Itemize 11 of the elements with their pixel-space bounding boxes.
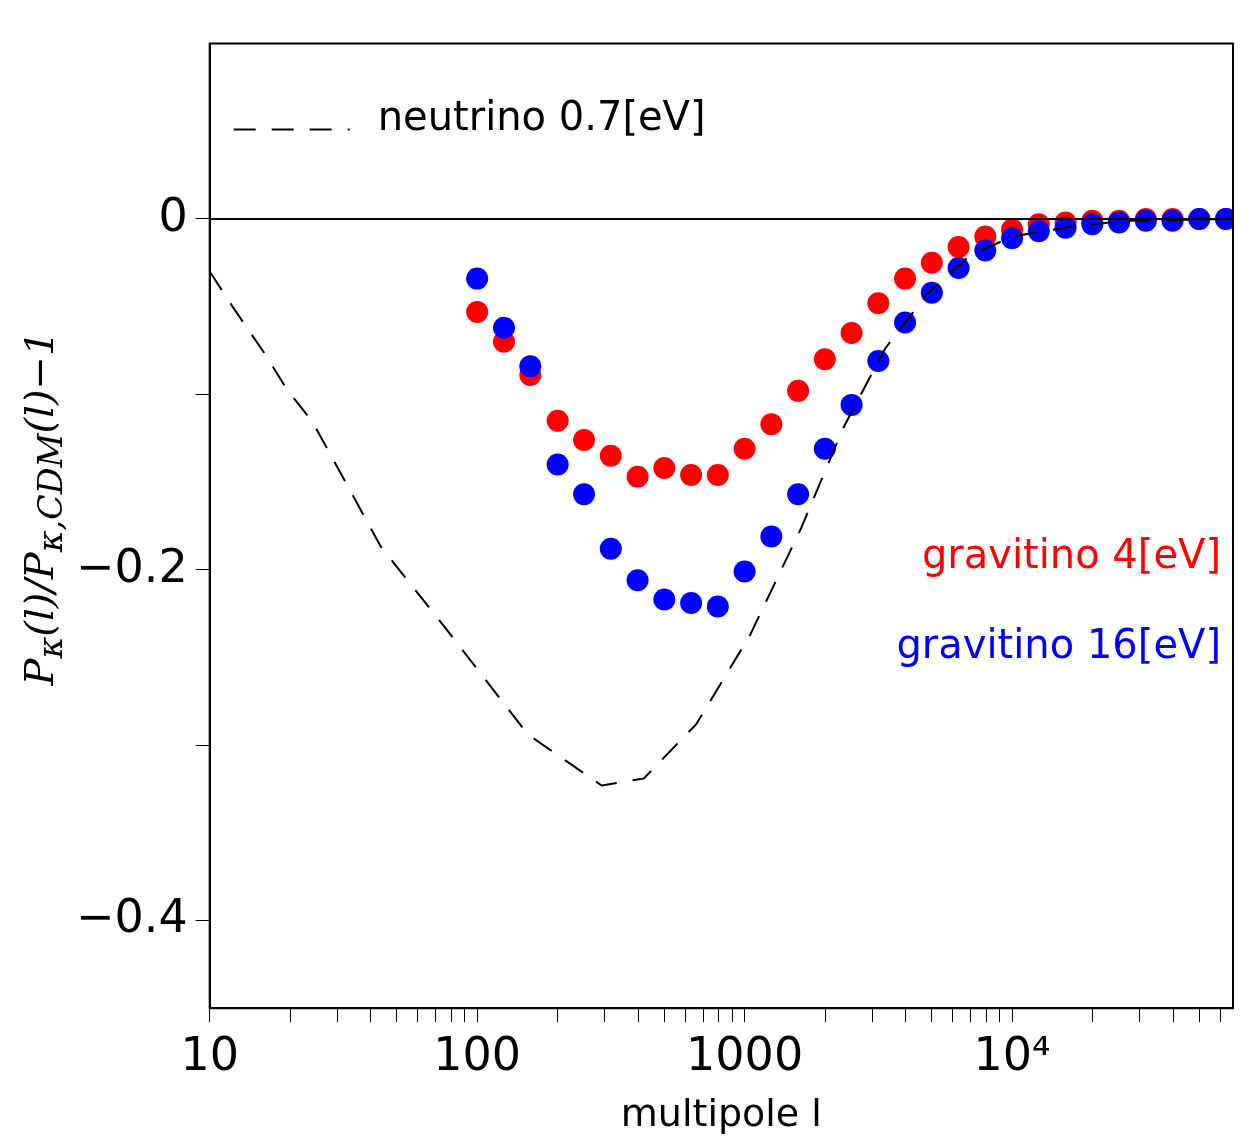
x-axis-title: multipole l [620,1091,822,1136]
legend-label: neutrino 0.7[eV] [377,92,706,139]
y-tick-label: −0.4 [76,889,188,944]
text: gravitino 4[eV] [921,531,1221,578]
x-tick-label: 10⁴ [973,1026,1051,1081]
x-tick-label: 1000 [686,1026,804,1081]
y-tick-label: −0.2 [76,538,188,593]
x-tick-label: 100 [433,1026,522,1081]
y-tick-label: 0 [158,187,188,242]
text: gravitino 16[eV] [896,621,1221,668]
x-tick-label: 10 [180,1026,239,1081]
